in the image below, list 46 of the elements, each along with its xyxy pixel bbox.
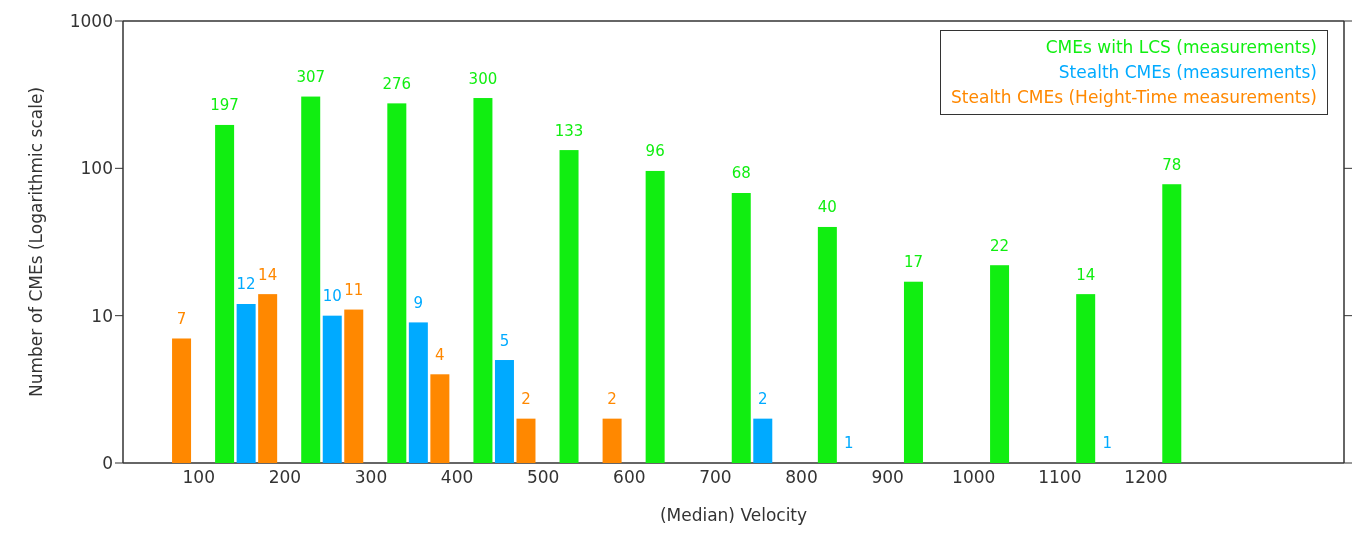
data-label: 11 [344,281,364,300]
x-tick-label: 200 [268,467,302,488]
data-label: 2 [758,390,768,409]
data-label: 307 [296,68,326,87]
x-tick-label: 1100 [1038,467,1082,488]
data-label: 14 [258,265,278,284]
x-tick-label: 800 [785,467,818,488]
y-tick-label: 100 [80,158,113,179]
y-tick-label: 10 [91,305,113,326]
data-label: 10 [322,287,342,306]
x-axis-title: (Median) Velocity [659,505,808,525]
data-label: 9 [413,293,424,312]
data-label: 2 [607,390,617,409]
data-label: 12 [236,275,256,294]
data-label: 14 [1076,265,1096,284]
text: Stealth CMEs (measurements) [1057,61,1317,84]
data-label: 68 [731,164,751,183]
data-label: 4 [435,345,445,364]
x-tick-label: 300 [354,467,388,488]
text: CMEs with LCS (measurements) [1044,36,1317,59]
x-tick-label: 700 [699,467,732,488]
text: Stealth CMEs (Height-Time measurements) [951,86,1317,109]
data-label: 96 [645,142,665,161]
data-label: 17 [903,253,924,272]
data-label: 197 [210,96,239,115]
data-label: 22 [990,236,1010,255]
data-label: 5 [499,331,510,350]
data-label: 300 [468,69,498,88]
data-label: 276 [382,74,412,93]
x-tick-label: 1000 [952,467,996,488]
y-tick-label: 1000 [69,11,113,32]
x-tick-label: 600 [613,467,646,488]
data-label: 133 [554,121,584,140]
data-label: 2 [521,390,531,409]
data-label: 7 [176,309,187,328]
x-tick-label: 100 [182,467,215,488]
data-label: 1 [844,434,854,453]
y-tick-label: 0 [102,453,113,474]
x-tick-label: 400 [440,467,474,488]
x-tick-label: 900 [871,467,904,488]
y-axis-title: Number of CMEs (Logarithmic scale) [26,86,47,398]
x-tick-label: 500 [526,467,560,488]
data-label: 78 [1162,155,1182,174]
data-label: 40 [817,198,837,217]
data-label: 1 [1102,434,1112,453]
x-tick-label: 1200 [1124,467,1168,488]
